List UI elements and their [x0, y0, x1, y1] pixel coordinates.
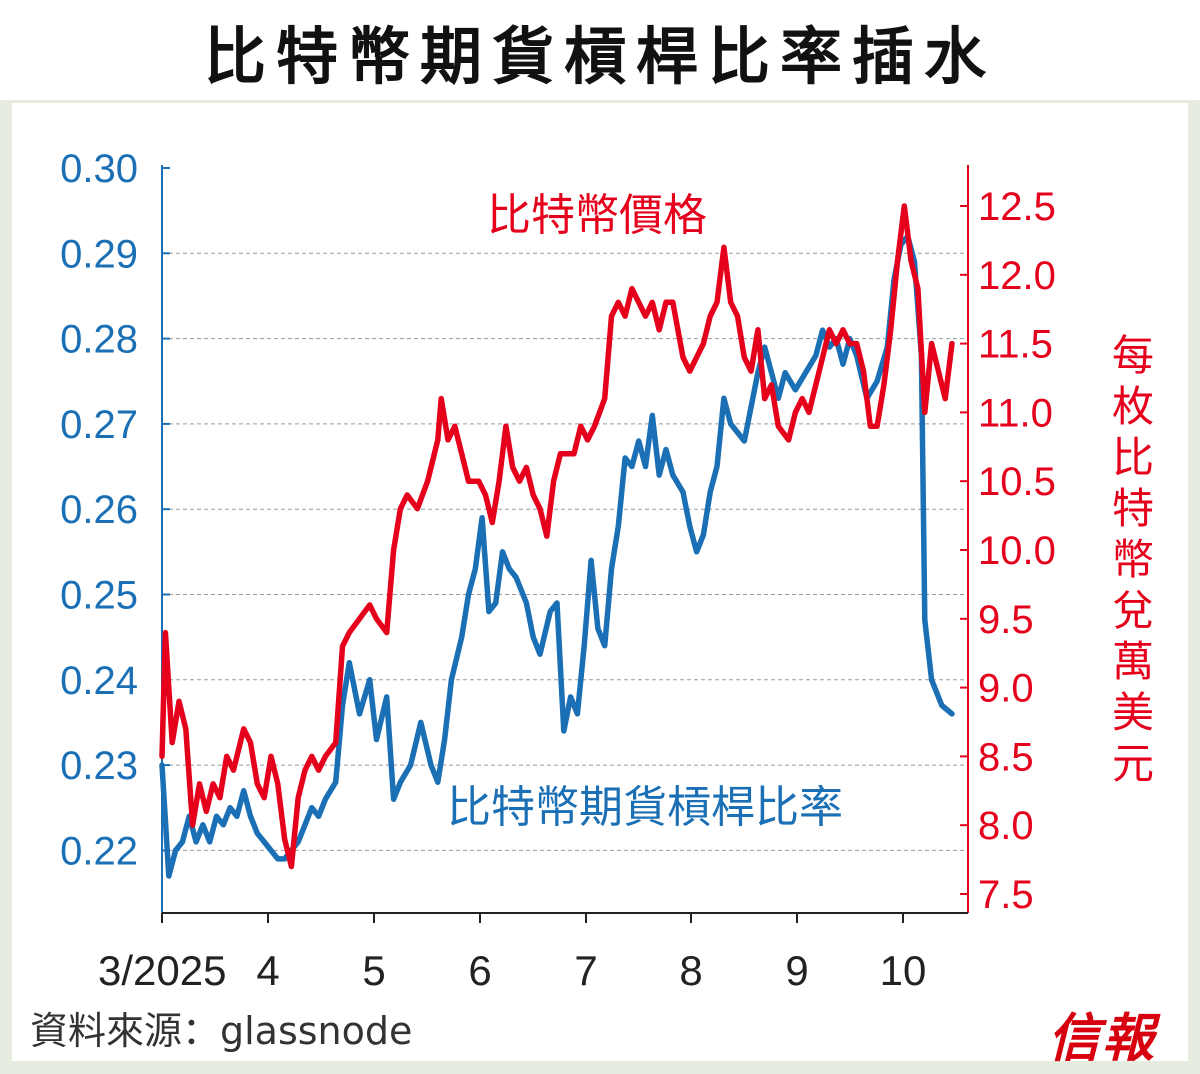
right-axis-title-char: 美 [1112, 689, 1154, 736]
x-tick-label: 7 [574, 947, 597, 994]
right-tick-label: 12.0 [978, 254, 1056, 298]
price-series-label: 比特幣價格 [487, 191, 707, 240]
right-tick-label: 10.5 [978, 460, 1056, 504]
left-tick-label: 0.22 [60, 829, 138, 873]
publisher-logo: 信報 [1048, 1008, 1157, 1069]
right-axis-title-char: 幣 [1112, 536, 1154, 583]
left-tick-label: 0.27 [60, 403, 138, 447]
right-axis-title-char: 元 [1112, 740, 1154, 787]
source-note: 資料來源：glassnode [30, 1009, 413, 1053]
left-tick-label: 0.28 [60, 318, 138, 362]
x-tick-label: 5 [362, 947, 385, 994]
left-tick-label: 0.23 [60, 744, 138, 788]
chart-title: 比特幣期貨槓桿比率插水 [203, 20, 996, 93]
right-tick-label: 12.5 [978, 185, 1056, 229]
right-tick-label: 9.0 [978, 667, 1034, 711]
x-tick-label: 6 [468, 947, 491, 994]
right-tick-label: 8.5 [978, 735, 1034, 779]
right-tick-label: 9.5 [978, 598, 1034, 642]
leverage-series-label: 比特幣期貨槓桿比率 [447, 783, 843, 832]
left-tick-label: 0.30 [60, 147, 138, 191]
x-tick-label: 8 [679, 947, 702, 994]
left-tick-label: 0.24 [60, 659, 138, 703]
title-band [0, 0, 1200, 100]
x-tick-label: 9 [785, 947, 808, 994]
right-axis-title-char: 兌 [1112, 587, 1154, 634]
right-tick-label: 11.0 [978, 391, 1053, 435]
right-tick-label: 8.0 [978, 804, 1034, 848]
x-tick-label: 3/2025 [98, 947, 226, 994]
right-tick-label: 7.5 [978, 873, 1034, 917]
left-tick-label: 0.29 [60, 232, 138, 276]
chart-panel: 0.30 0.29 0.28 0.27 0.26 0.25 0.24 0.23 0.22 12.5… [12, 103, 1188, 1061]
right-axis-title-char: 比 [1112, 434, 1154, 481]
left-tick-label: 0.26 [60, 488, 138, 532]
right-tick-label: 11.5 [978, 323, 1053, 367]
leverage-ratio-line [159, 233, 955, 879]
x-tick-label: 10 [880, 947, 927, 994]
right-axis-title-char: 萬 [1112, 638, 1154, 685]
bitcoin-price-line [159, 203, 955, 870]
right-tick-label: 10.0 [978, 529, 1056, 573]
right-axis-title-char: 特 [1112, 485, 1154, 532]
right-axis-title-char: 每 [1112, 332, 1154, 379]
left-tick-label: 0.25 [60, 574, 138, 618]
x-tick-label: 4 [256, 947, 279, 994]
right-axis-title-char: 枚 [1112, 383, 1154, 430]
chart-svg: 0.30 0.29 0.28 0.27 0.26 0.25 0.24 0.23 0.22 12.5… [60, 147, 1154, 994]
